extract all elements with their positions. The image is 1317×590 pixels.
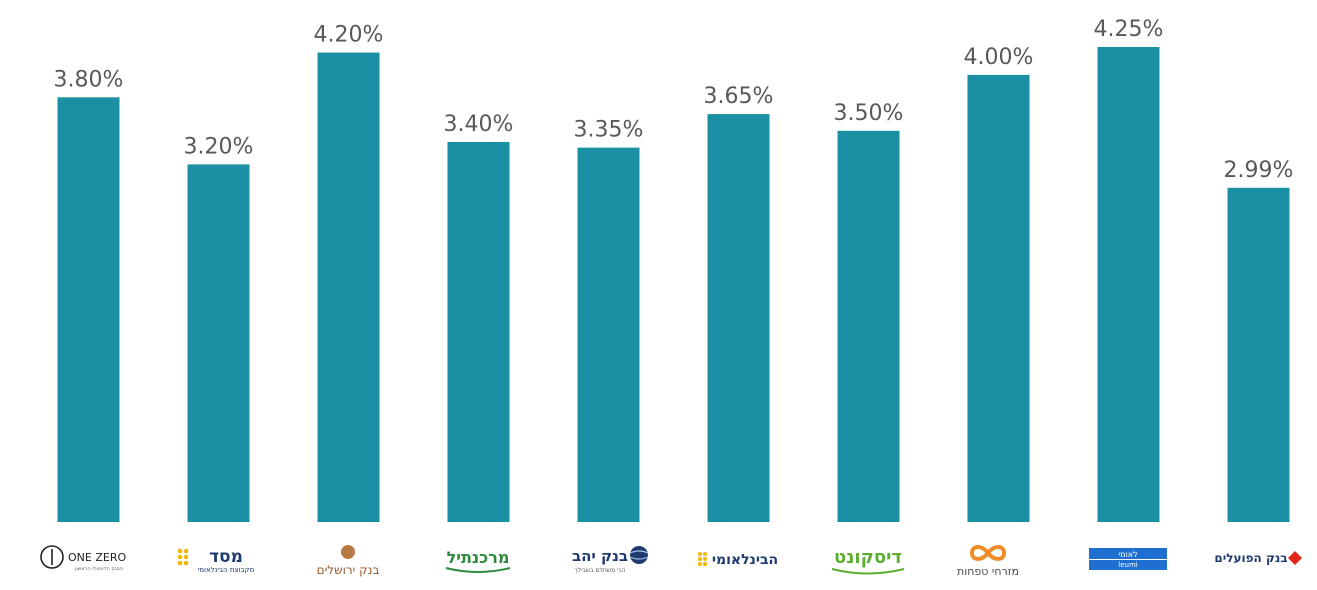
bar-5 [707,114,770,522]
bar-3 [447,142,510,522]
logo-bank-yahav: בנק יהב הכי משתלם בשבילך [572,546,649,574]
logo-label-discount: דיסקונט [834,547,902,568]
masad-dots-icon [177,548,189,566]
logo-discount: דיסקונט [831,547,905,575]
logo-subtext-one-zero: הבנק הדיגיטלי הראשון [75,566,123,572]
logo-label-bank-yahav: בנק יהב [572,547,628,565]
value-label-2: 4.20% [314,23,384,48]
bar-2 [317,52,380,522]
value-label-0: 3.80% [54,67,124,92]
bar-1 [187,164,250,522]
discount-swoosh-icon [831,568,905,575]
bar-4 [577,147,640,522]
value-label-7: 4.00% [964,45,1034,70]
value-label-1: 3.20% [184,134,254,159]
logo-label-mizrahi-tefahot: מזרחי טפחות [957,565,1019,578]
bank-jerusalem-emblem-icon [341,545,355,559]
logo-bank-hapoalim: בנק הפועלים [1214,551,1302,565]
logo-label-one-zero: ONE ZERO [68,551,126,564]
mercantile-swoosh-icon [445,567,511,573]
value-labels-group: 3.80% 3.20% 4.20% 3.40% 3.35% 3.65% 3.50% 4.00%… [54,17,1294,183]
value-label-5: 3.65% [704,84,774,109]
hapoalim-diamond-icon [1288,551,1302,565]
value-label-3: 3.40% [444,112,514,137]
beinleumi-dots-icon [698,552,707,566]
logo-label-masad: מסד [209,547,243,567]
bars-group [57,47,1290,523]
bar-6 [837,130,900,523]
bar-0 [57,97,120,523]
value-label-4: 3.35% [574,118,644,143]
logo-one-zero: ONE ZERO הבנק הדיגיטלי הראשון [40,545,126,572]
value-label-9: 2.99% [1224,158,1294,183]
mizrahi-infinity-icon [969,545,1007,561]
value-label-6: 3.50% [834,101,904,126]
logo-bank-jerusalem: בנק ירושלים [317,545,380,577]
yahav-globe-icon [630,546,648,564]
logo-label-leumi: לאומי [1118,550,1137,559]
category-logos-group: ONE ZERO הבנק הדיגיטלי הראשון מסד מקבוצת… [40,545,1302,578]
logo-label-beinleumi: הבינלאומי [712,552,778,568]
logo-subtext-masad: מקבוצת הבינלאומי [198,566,255,574]
logo-label-bank-jerusalem: בנק ירושלים [317,563,380,577]
bar-8 [1097,47,1160,522]
bar-9 [1227,187,1290,523]
logo-beinleumi: הבינלאומי [698,552,778,568]
logo-subtext-bank-yahav: הכי משתלם בשבילך [574,567,625,574]
value-label-8: 4.25% [1094,17,1164,42]
logo-mercantile: מרכנתיל [445,548,511,573]
logo-mizrahi-tefahot: מזרחי טפחות [957,545,1019,578]
logo-subtext-leumi: leumi [1118,561,1138,569]
one-zero-ring-icon [40,545,64,569]
logo-masad: מסד מקבוצת הבינלאומי [177,547,255,574]
logo-label-bank-hapoalim: בנק הפועלים [1214,551,1287,565]
bar-7 [967,74,1030,523]
logo-leumi: לאומי leumi [1089,548,1167,570]
logo-label-mercantile: מרכנתיל [447,548,510,567]
